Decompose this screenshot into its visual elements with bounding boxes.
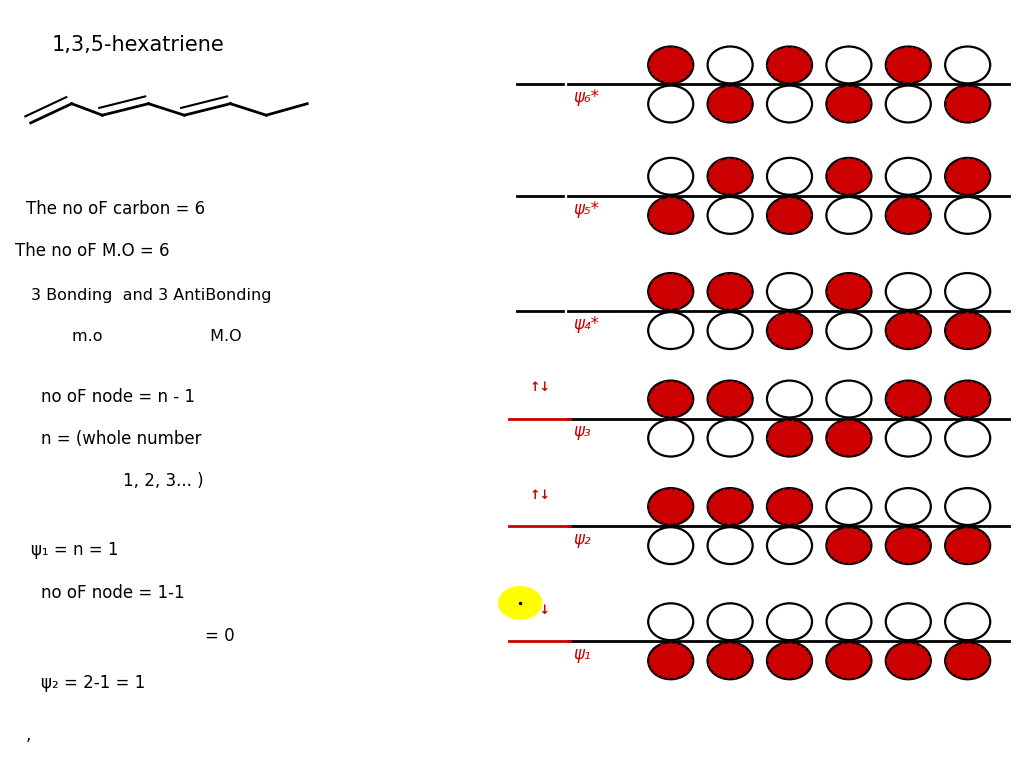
Ellipse shape	[708, 273, 753, 310]
Ellipse shape	[826, 47, 871, 84]
Text: ψ₄*: ψ₄*	[573, 315, 599, 333]
Ellipse shape	[767, 488, 812, 525]
Ellipse shape	[886, 604, 931, 641]
Text: ψ₆*: ψ₆*	[573, 88, 599, 106]
Text: ↑↓: ↑↓	[529, 488, 550, 502]
Ellipse shape	[708, 527, 753, 564]
Ellipse shape	[708, 47, 753, 84]
Ellipse shape	[945, 197, 990, 233]
Ellipse shape	[945, 381, 990, 418]
Text: no oF node = 1-1: no oF node = 1-1	[41, 584, 184, 601]
Ellipse shape	[886, 197, 931, 233]
Ellipse shape	[648, 158, 693, 195]
Ellipse shape	[708, 197, 753, 233]
Ellipse shape	[886, 642, 931, 679]
Text: ↑↓: ↑↓	[529, 604, 550, 617]
Ellipse shape	[767, 158, 812, 195]
Ellipse shape	[767, 642, 812, 679]
Ellipse shape	[886, 158, 931, 195]
Ellipse shape	[708, 419, 753, 456]
Circle shape	[499, 587, 542, 619]
Ellipse shape	[886, 488, 931, 525]
Ellipse shape	[648, 381, 693, 418]
Ellipse shape	[826, 312, 871, 349]
Ellipse shape	[886, 47, 931, 84]
Text: ,: ,	[26, 726, 31, 743]
Ellipse shape	[648, 85, 693, 122]
Ellipse shape	[648, 604, 693, 641]
Text: n = (whole number: n = (whole number	[41, 430, 202, 448]
Ellipse shape	[767, 47, 812, 84]
Ellipse shape	[886, 85, 931, 122]
Ellipse shape	[886, 312, 931, 349]
Text: ↑↓: ↑↓	[529, 381, 550, 394]
Text: ψ₁: ψ₁	[573, 645, 591, 663]
Text: no oF node = n - 1: no oF node = n - 1	[41, 388, 195, 406]
Ellipse shape	[886, 419, 931, 456]
Ellipse shape	[708, 158, 753, 195]
Ellipse shape	[767, 85, 812, 122]
Text: ψ₁ = n = 1: ψ₁ = n = 1	[31, 541, 118, 559]
Ellipse shape	[826, 273, 871, 310]
Text: = 0: = 0	[205, 627, 234, 645]
Ellipse shape	[708, 312, 753, 349]
Ellipse shape	[826, 604, 871, 641]
Text: m.o                     M.O: m.o M.O	[72, 329, 242, 344]
Ellipse shape	[945, 604, 990, 641]
Ellipse shape	[945, 527, 990, 564]
Ellipse shape	[767, 381, 812, 418]
Ellipse shape	[945, 85, 990, 122]
Ellipse shape	[945, 47, 990, 84]
Ellipse shape	[826, 158, 871, 195]
Ellipse shape	[826, 381, 871, 418]
Ellipse shape	[708, 85, 753, 122]
Ellipse shape	[767, 197, 812, 233]
Ellipse shape	[708, 604, 753, 641]
Ellipse shape	[826, 527, 871, 564]
Ellipse shape	[648, 47, 693, 84]
Text: ψ₅*: ψ₅*	[573, 200, 599, 217]
Ellipse shape	[945, 312, 990, 349]
Text: ψ₃: ψ₃	[573, 422, 591, 440]
Ellipse shape	[767, 312, 812, 349]
Ellipse shape	[767, 419, 812, 456]
Ellipse shape	[648, 642, 693, 679]
Ellipse shape	[648, 273, 693, 310]
Ellipse shape	[886, 381, 931, 418]
Ellipse shape	[886, 527, 931, 564]
Ellipse shape	[648, 312, 693, 349]
Ellipse shape	[826, 197, 871, 233]
Text: The no oF carbon = 6: The no oF carbon = 6	[26, 200, 205, 217]
Ellipse shape	[767, 273, 812, 310]
Ellipse shape	[945, 419, 990, 456]
Ellipse shape	[648, 527, 693, 564]
Ellipse shape	[945, 642, 990, 679]
Ellipse shape	[708, 381, 753, 418]
Text: ψ₂ = 2-1 = 1: ψ₂ = 2-1 = 1	[41, 674, 145, 692]
Ellipse shape	[767, 604, 812, 641]
Text: The no oF M.O = 6: The no oF M.O = 6	[15, 242, 170, 260]
Ellipse shape	[826, 488, 871, 525]
Ellipse shape	[945, 273, 990, 310]
Ellipse shape	[826, 642, 871, 679]
Ellipse shape	[826, 419, 871, 456]
Ellipse shape	[886, 273, 931, 310]
Text: 1,3,5-hexatriene: 1,3,5-hexatriene	[51, 35, 224, 55]
Ellipse shape	[945, 158, 990, 195]
Text: 1, 2, 3... ): 1, 2, 3... )	[123, 472, 204, 490]
Ellipse shape	[708, 488, 753, 525]
Text: ψ₂: ψ₂	[573, 530, 591, 548]
Ellipse shape	[648, 488, 693, 525]
Ellipse shape	[826, 85, 871, 122]
Ellipse shape	[767, 527, 812, 564]
Text: 3 Bonding  and 3 AntiBonding: 3 Bonding and 3 AntiBonding	[31, 288, 271, 303]
Ellipse shape	[648, 197, 693, 233]
Ellipse shape	[648, 419, 693, 456]
Ellipse shape	[945, 488, 990, 525]
Ellipse shape	[708, 642, 753, 679]
